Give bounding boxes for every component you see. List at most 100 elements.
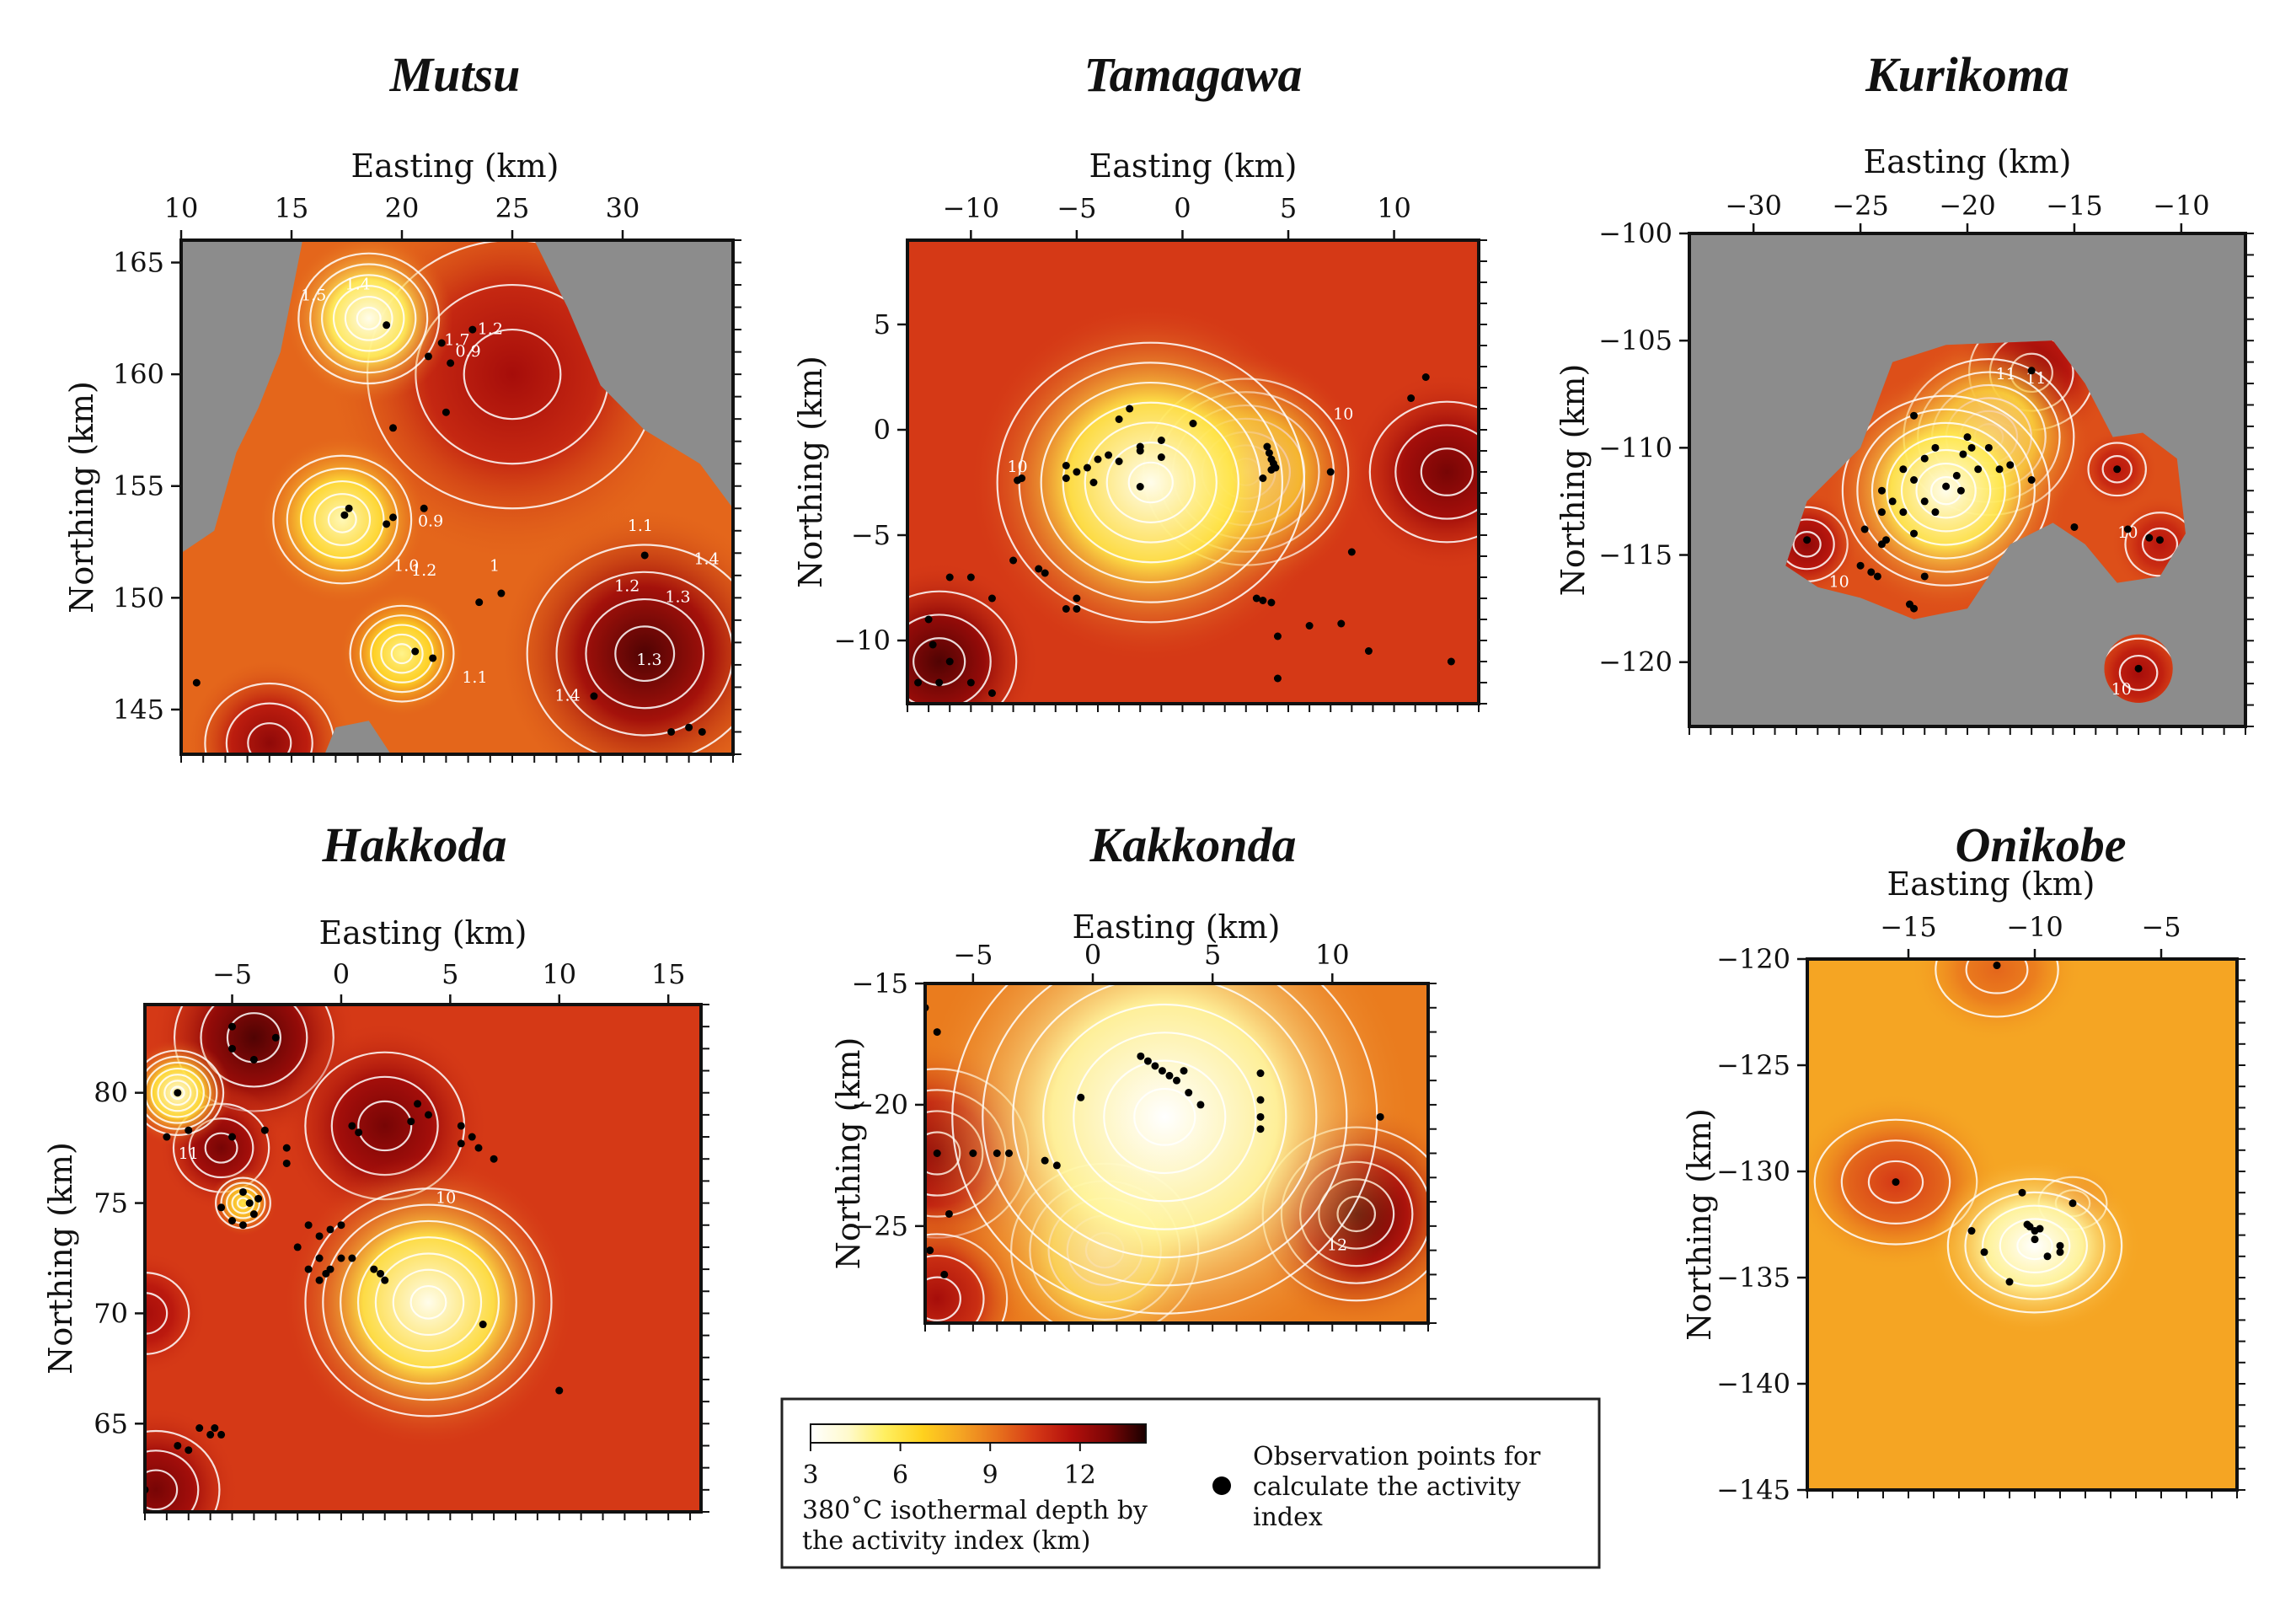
contour-label: 1.4 bbox=[693, 550, 719, 569]
observation-point bbox=[424, 352, 432, 361]
observation-point bbox=[228, 1022, 237, 1031]
panels: 1.51.41.71.20.90.91.01.2 11.11.41.21.31.3… bbox=[42, 47, 2254, 1520]
observation-point bbox=[1259, 474, 1267, 482]
y-tick-label: 150 bbox=[113, 581, 164, 614]
x-tick-label: 10 bbox=[1377, 192, 1411, 224]
observation-point bbox=[420, 504, 428, 512]
observation-point bbox=[969, 1149, 977, 1157]
contour-label: 0.9 bbox=[455, 342, 480, 361]
observation-point bbox=[1115, 458, 1123, 465]
panel-hakkoda: 10 11 −5 0 5 10 15 65 70 75 80 Hakkoda Easting (km) N… bbox=[42, 817, 709, 1520]
contour-line bbox=[1886, 435, 2006, 546]
observation-point bbox=[174, 1089, 182, 1097]
x-tick-label: 0 bbox=[1174, 192, 1191, 224]
contour-label: 1.2 bbox=[614, 576, 640, 595]
contour-line bbox=[1965, 959, 2029, 994]
contour-line bbox=[1103, 1059, 1227, 1175]
contour-label: 1.7 bbox=[444, 331, 469, 350]
observation-point bbox=[228, 1133, 237, 1141]
observation-point bbox=[1062, 462, 1070, 469]
depth-anomaly bbox=[1929, 1156, 2141, 1335]
observation-point bbox=[2026, 1223, 2034, 1231]
x-tick-label: 15 bbox=[275, 192, 309, 224]
y-axis-label: Northing (km) bbox=[830, 1037, 867, 1270]
observation-point bbox=[355, 1128, 363, 1137]
panel-onikobe: −15 −10 −5 −145 −140 −135 −130 −125 −120 OnikobeE… bbox=[1681, 817, 2245, 1506]
observation-point bbox=[293, 1243, 302, 1251]
contour-line bbox=[344, 296, 393, 341]
observation-point bbox=[1974, 465, 1983, 474]
x-tick-label: −25 bbox=[1832, 190, 1889, 222]
observation-point bbox=[1803, 536, 1812, 544]
depth-anomaly bbox=[925, 983, 1416, 1323]
observation-point bbox=[1931, 508, 1940, 517]
depth-anomaly bbox=[1910, 959, 2084, 1042]
observation-point bbox=[1005, 1149, 1013, 1157]
depth-anomaly bbox=[210, 1169, 276, 1237]
contour-label: 0.9 bbox=[418, 512, 443, 530]
observation-point bbox=[2027, 367, 2036, 375]
observation-point bbox=[326, 1225, 334, 1234]
depth-anomaly bbox=[498, 505, 733, 754]
observation-point bbox=[1421, 373, 1430, 381]
y-tick-label: −110 bbox=[1598, 431, 1672, 464]
map-field: 10 10 bbox=[907, 240, 1479, 704]
contour-line bbox=[321, 274, 417, 363]
depth-anomaly bbox=[907, 561, 1040, 704]
observation-point bbox=[383, 520, 391, 528]
observation-point bbox=[1089, 479, 1098, 486]
observation-point bbox=[1083, 464, 1091, 472]
observation-point bbox=[1259, 597, 1267, 604]
contour-label: 1.3 bbox=[636, 651, 661, 669]
contour-line bbox=[1785, 518, 1835, 571]
observation-point bbox=[1337, 619, 1346, 628]
contour-label: 1.1 bbox=[462, 668, 487, 687]
observation-point bbox=[1196, 1101, 1205, 1109]
contour-line bbox=[145, 1450, 200, 1512]
contour-line bbox=[356, 306, 382, 330]
contour-line bbox=[1946, 1177, 2123, 1314]
y-tick-label: 70 bbox=[94, 1297, 128, 1329]
observation-point bbox=[926, 1246, 934, 1255]
x-tick-label: −20 bbox=[1939, 190, 1996, 222]
y-axis-label: Northing (km) bbox=[42, 1142, 79, 1375]
observation-point bbox=[238, 1187, 247, 1196]
colorbar-tick-label: 6 bbox=[892, 1460, 908, 1490]
colorbar-tick-label: 9 bbox=[982, 1460, 998, 1490]
contour-line bbox=[157, 1074, 199, 1112]
contour-line bbox=[2087, 442, 2147, 497]
panel-kurikoma: 1111101010−30−25−20−15−10−120−115−110−10… bbox=[1555, 47, 2254, 735]
observation-point bbox=[1882, 536, 1891, 544]
x-tick-label: 5 bbox=[1280, 192, 1297, 224]
points-label-line3: index bbox=[1253, 1503, 1323, 1532]
contour-line bbox=[313, 493, 372, 546]
legend: 3 6 9 12 380˚C isothermal depth by the acti… bbox=[780, 1397, 1601, 1569]
observation-point bbox=[389, 424, 398, 432]
observation-point bbox=[1860, 525, 1869, 533]
observation-point bbox=[245, 1199, 254, 1208]
x-axis-label: Easting (km) bbox=[319, 914, 527, 951]
contour-label: 1.5 bbox=[301, 287, 326, 305]
map-field bbox=[1807, 959, 2237, 1490]
observation-point bbox=[1967, 1227, 1976, 1235]
y-tick-label: 160 bbox=[113, 358, 164, 390]
map-field: 1111101010 bbox=[1689, 233, 2245, 726]
observation-point bbox=[590, 692, 598, 700]
observation-point bbox=[924, 615, 933, 624]
observation-point bbox=[271, 1033, 280, 1042]
observation-point bbox=[1041, 569, 1049, 577]
panel-title: Hakkoda bbox=[321, 817, 506, 872]
observation-point bbox=[1447, 657, 1455, 666]
observation-point bbox=[1376, 1112, 1384, 1121]
x-tick-label: 25 bbox=[495, 192, 530, 224]
observation-point bbox=[348, 1122, 356, 1130]
y-tick-label: −130 bbox=[1716, 1155, 1790, 1187]
x-tick-label: −10 bbox=[2006, 911, 2063, 943]
contour-line bbox=[2124, 512, 2186, 577]
contour-line bbox=[1792, 531, 1822, 558]
contour-label: 1.4 bbox=[554, 686, 580, 705]
observation-point bbox=[370, 1265, 378, 1273]
observation-point bbox=[1877, 508, 1886, 517]
contour-line bbox=[392, 1268, 465, 1337]
observation-point bbox=[1993, 962, 2001, 970]
